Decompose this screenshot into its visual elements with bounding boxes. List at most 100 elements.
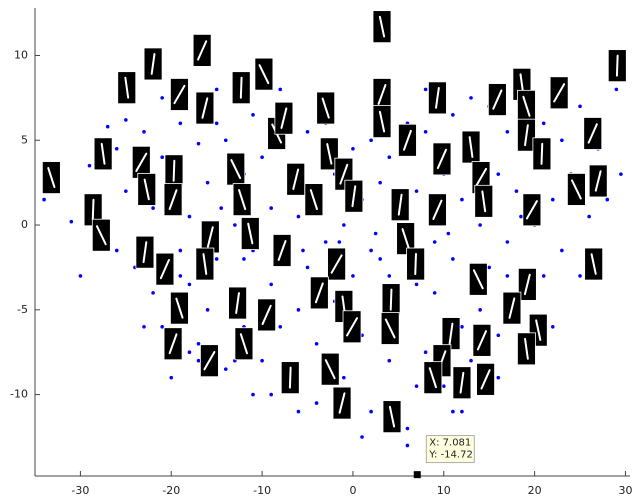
point bbox=[550, 197, 555, 202]
datatip-box bbox=[425, 435, 475, 464]
thumbnail bbox=[517, 267, 537, 301]
thumbnail bbox=[332, 386, 352, 420]
point bbox=[441, 384, 446, 388]
thumbnail bbox=[517, 332, 536, 366]
thumbnail bbox=[583, 117, 603, 150]
digit-stroke bbox=[197, 40, 208, 61]
digit-stroke bbox=[480, 369, 491, 390]
point bbox=[251, 113, 255, 117]
digit-stroke bbox=[258, 64, 270, 85]
point bbox=[269, 392, 273, 397]
point bbox=[342, 375, 346, 380]
thumbnail bbox=[226, 152, 246, 186]
point bbox=[196, 341, 201, 346]
digit-stroke bbox=[230, 159, 242, 180]
point bbox=[223, 138, 228, 143]
digit-stroke bbox=[378, 110, 386, 133]
thumbnail bbox=[588, 164, 608, 198]
thumbnail bbox=[41, 161, 61, 194]
thumbnail bbox=[382, 400, 402, 434]
thumbnail bbox=[396, 222, 416, 256]
digit-stroke bbox=[389, 288, 393, 311]
digit-stroke bbox=[168, 189, 178, 211]
datatip-marker bbox=[413, 471, 421, 479]
thumbnail bbox=[549, 76, 569, 110]
thumbnail bbox=[234, 327, 254, 361]
point bbox=[269, 206, 273, 210]
thumbnail bbox=[344, 179, 364, 213]
digit-stroke bbox=[475, 167, 488, 188]
thumbnail bbox=[228, 286, 247, 320]
point bbox=[219, 206, 224, 210]
thumbnail bbox=[254, 57, 274, 91]
digit-stroke bbox=[175, 297, 184, 319]
point bbox=[514, 189, 519, 193]
point bbox=[469, 96, 473, 100]
digit-stroke bbox=[330, 254, 343, 274]
y-tick-label: 0 bbox=[21, 218, 28, 231]
thumbnail bbox=[502, 291, 522, 325]
point bbox=[360, 435, 364, 439]
thumbnail bbox=[607, 49, 627, 83]
point bbox=[187, 214, 192, 219]
point bbox=[387, 274, 392, 278]
digit-stroke bbox=[206, 226, 214, 248]
point bbox=[160, 324, 164, 329]
digit-stroke bbox=[201, 97, 209, 119]
digit-stroke bbox=[309, 189, 318, 211]
digit-stroke bbox=[384, 318, 396, 339]
thumbnail bbox=[91, 218, 111, 252]
point bbox=[414, 384, 419, 388]
point bbox=[187, 282, 192, 287]
digit-stroke bbox=[525, 200, 538, 220]
digit-stroke bbox=[247, 222, 254, 245]
point bbox=[451, 113, 455, 117]
x-tick-label: 10 bbox=[437, 484, 451, 497]
digit-stroke bbox=[432, 199, 443, 220]
digit-stroke bbox=[124, 76, 130, 99]
point bbox=[423, 87, 428, 92]
thumbnail bbox=[286, 162, 306, 196]
thumbnail bbox=[567, 173, 586, 206]
digit-stroke bbox=[324, 359, 336, 380]
digit-stroke bbox=[203, 351, 216, 371]
thumbnail bbox=[432, 142, 452, 176]
point bbox=[251, 392, 255, 397]
digit-stroke bbox=[615, 54, 619, 77]
digit-stroke bbox=[95, 225, 107, 246]
point bbox=[378, 257, 382, 261]
thumbnail bbox=[274, 101, 294, 135]
thumbnail bbox=[342, 310, 362, 344]
point bbox=[205, 308, 210, 312]
point bbox=[614, 87, 619, 92]
point bbox=[260, 358, 264, 363]
point bbox=[160, 96, 164, 100]
thumbnail bbox=[280, 361, 300, 395]
point bbox=[451, 409, 455, 414]
point bbox=[214, 257, 219, 261]
point bbox=[223, 367, 228, 371]
digit-stroke bbox=[397, 193, 403, 216]
digit-stroke bbox=[47, 167, 56, 189]
point bbox=[142, 324, 146, 329]
point bbox=[242, 257, 246, 261]
point bbox=[414, 282, 419, 287]
digit-stroke bbox=[288, 366, 292, 389]
digit-stroke bbox=[524, 337, 529, 360]
point bbox=[105, 124, 110, 129]
thumbnail bbox=[584, 247, 604, 281]
point bbox=[314, 401, 319, 405]
thumbnail bbox=[240, 217, 260, 250]
point bbox=[278, 87, 283, 92]
thumbnail bbox=[192, 33, 212, 67]
digit-stroke bbox=[326, 143, 333, 165]
digit-stroke bbox=[280, 107, 288, 129]
thumbnail bbox=[163, 327, 183, 361]
digit-stroke bbox=[338, 392, 346, 414]
x-tick-label: -10 bbox=[253, 484, 271, 497]
thumbnail bbox=[195, 91, 215, 125]
point bbox=[296, 409, 301, 414]
digit-stroke bbox=[351, 185, 357, 208]
